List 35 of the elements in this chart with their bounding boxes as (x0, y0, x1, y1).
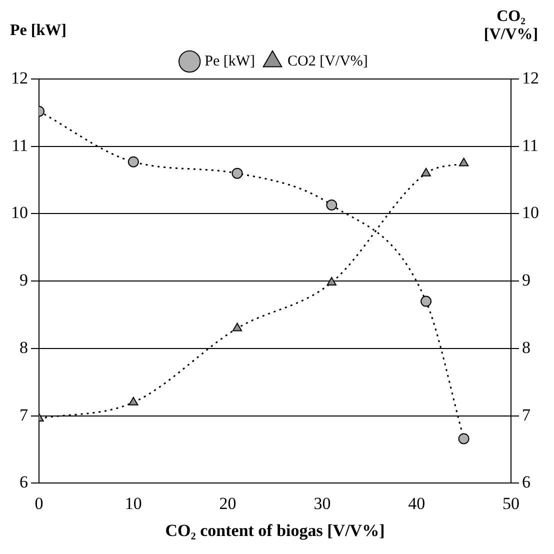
legend-label: Pe [kW] (204, 53, 256, 70)
y2-tick-label: 8 (522, 338, 530, 357)
point (128, 396, 138, 406)
y-tick-label: 7 (20, 405, 28, 424)
x-axis-title: CO₂ content of biogas [V/V%] (165, 521, 385, 540)
y2-tick-label: 11 (522, 136, 538, 155)
x-tick-label: 20 (219, 494, 236, 513)
y-tick-label: 12 (11, 68, 28, 88)
y2-tick-label: 7 (522, 405, 531, 424)
x-tick-label: 50 (502, 494, 520, 513)
y2-tick-label: 6 (522, 472, 530, 492)
y2-tick-label: 12 (522, 68, 539, 88)
y-tick-label: 8 (20, 338, 28, 357)
point (421, 168, 431, 176)
point (326, 199, 338, 210)
y-tick-label: 6 (20, 472, 28, 492)
x-tick-label: 30 (314, 494, 331, 513)
y-axis-title: Pe [kW] (10, 22, 66, 40)
y2-tick-label: 10 (522, 203, 539, 222)
y-tick-label: 9 (20, 270, 28, 290)
point (420, 296, 432, 307)
y-tick-label: 11 (12, 136, 28, 155)
x-tick-label: 10 (124, 494, 142, 513)
point (232, 168, 243, 179)
legend-label: CO2 [V/V%] (287, 53, 368, 70)
y-tick-label: 10 (11, 203, 28, 222)
point (458, 433, 470, 444)
y2-axis-title: CO₂ [V/V%] (482, 8, 540, 44)
point (458, 158, 469, 166)
point (232, 322, 242, 332)
x-tick-label: 40 (408, 494, 426, 513)
point (326, 276, 336, 286)
y2-tick-label: 9 (522, 270, 530, 290)
point (128, 156, 139, 168)
x-tick-label: 0 (34, 494, 44, 513)
